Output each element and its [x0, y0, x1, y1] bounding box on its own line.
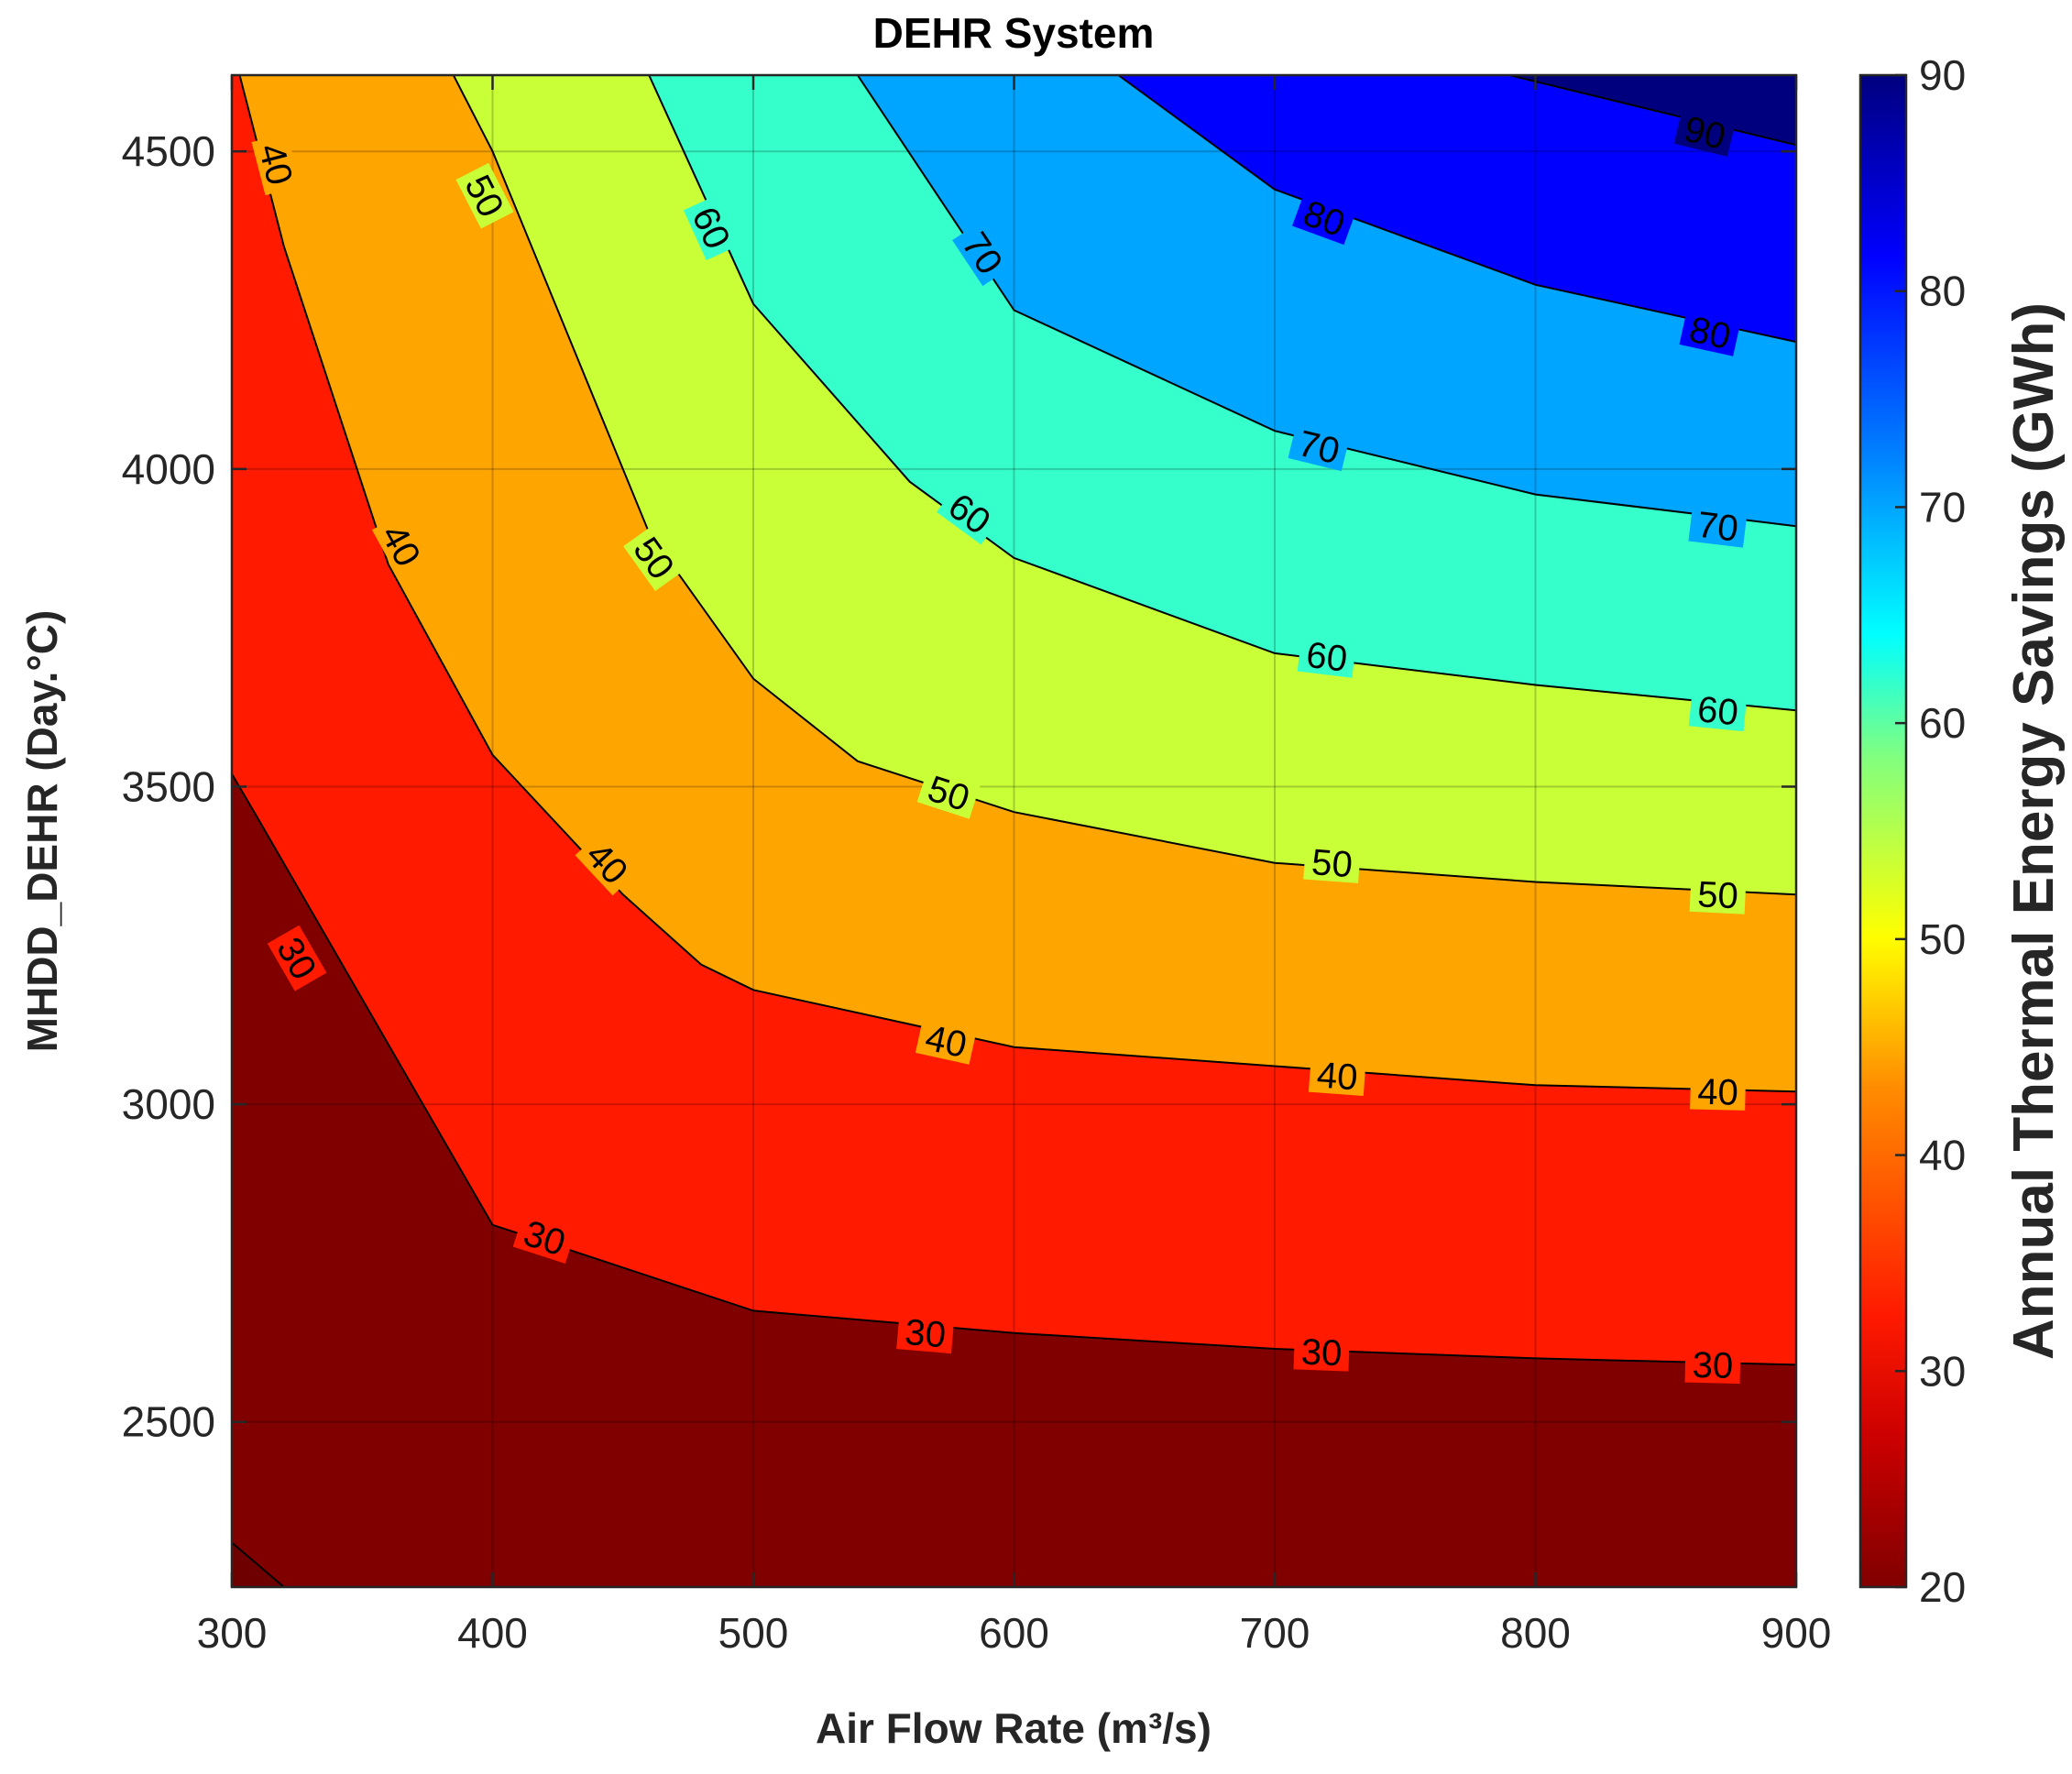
- x-tick-label: 600: [979, 1609, 1049, 1657]
- contour-label-bg: [1308, 1055, 1366, 1097]
- contour-label-text: 90: [1680, 109, 1729, 158]
- x-tick-label: 900: [1761, 1609, 1832, 1657]
- colorbar-tick-label: 20: [1919, 1563, 1966, 1611]
- contour-label-text: 30: [1300, 1332, 1343, 1374]
- contour-label-30: 30: [1684, 1345, 1741, 1386]
- colorbar-tick-label: 60: [1919, 699, 1966, 747]
- contour-label-text: 40: [1315, 1055, 1359, 1098]
- contour-label-bg: [1293, 1332, 1350, 1372]
- contour-line-60: [648, 75, 1796, 712]
- colorbar-tick-label: 50: [1919, 915, 1966, 963]
- band-fill-80: [1118, 75, 1796, 343]
- y-tick-label: 4500: [122, 127, 215, 175]
- contour-label-bg: [937, 482, 1003, 545]
- y-tick-label: 3500: [122, 762, 215, 810]
- contour-line-90: [1508, 75, 1796, 147]
- y-tick-label: 2500: [122, 1398, 215, 1446]
- colorbar: 20 30 40 50 60 70 80 90: [1858, 51, 1966, 1611]
- contour-label-text: 50: [1310, 842, 1354, 885]
- contour-label-bg: [1684, 1345, 1741, 1385]
- contour-label-bg: [1297, 634, 1357, 678]
- grid: [231, 75, 1797, 1587]
- x-tick-label: 300: [197, 1609, 268, 1657]
- contour-label-bg: [1673, 107, 1737, 157]
- contour-label-bg: [1303, 842, 1361, 883]
- contour-label-bg: [371, 512, 431, 578]
- contour-label-50: 50: [1303, 842, 1361, 885]
- contour-label-bg: [896, 1312, 955, 1354]
- contour-label-bg: [1688, 504, 1748, 548]
- contour-label-bg: [683, 194, 740, 260]
- contour-label-bg: [1689, 874, 1747, 914]
- colorbar-tick-label: 70: [1919, 483, 1966, 531]
- contour-line-50: [452, 75, 1796, 896]
- x-tick-label: 700: [1240, 1609, 1310, 1657]
- contour-label-bg: [575, 830, 640, 896]
- contour-label-bg: [915, 1016, 978, 1065]
- contour-label-bg: [267, 925, 327, 991]
- contour-line-30: [232, 773, 1796, 1366]
- contour-label-text: 30: [904, 1312, 948, 1356]
- contour-label-bg: [1690, 1072, 1747, 1111]
- colorbar-tick-label: 90: [1919, 51, 1966, 99]
- contour-label-50: 50: [1689, 874, 1747, 916]
- x-tick-label: 800: [1500, 1609, 1571, 1657]
- contour-label-text: 80: [1685, 310, 1734, 358]
- y-tick-label: 3000: [122, 1080, 215, 1128]
- contour-label-text: 30: [1692, 1345, 1734, 1386]
- contour-label-text: 40: [1697, 1072, 1739, 1113]
- contour-label-40: 40: [251, 133, 301, 196]
- contour-label-text: 60: [1304, 635, 1349, 680]
- x-tick-label: 400: [457, 1609, 528, 1657]
- contour-label-40: 40: [1690, 1072, 1747, 1113]
- colorbar-title: Annual Thermal Energy Savings (GWh): [2002, 302, 2066, 1360]
- contour-label-40: 40: [1308, 1055, 1366, 1098]
- contour-label-60: 60: [1297, 634, 1357, 680]
- contour-label-bg: [251, 133, 301, 196]
- contour-label-30: 30: [1293, 1332, 1350, 1374]
- contour-label-70: 70: [1288, 422, 1351, 472]
- y-axis: 2500 3000 3500 4000 4500: [122, 127, 1796, 1446]
- contour-label-70: 70: [1688, 504, 1748, 550]
- contour-label-bg: [916, 767, 981, 819]
- contour-fills: [232, 75, 1796, 1587]
- contour-label-bg: [1679, 308, 1741, 356]
- contour-line-corner: [232, 1541, 285, 1587]
- contour-label-bg: [952, 220, 1014, 287]
- y-tick-label: 4000: [122, 445, 215, 493]
- colorbar-tick-label: 80: [1919, 268, 1966, 315]
- colorbar-gradient: [1858, 73, 1908, 1589]
- x-axis-title: Air Flow Rate (m³/s): [816, 1704, 1211, 1752]
- contour-label-bg: [455, 162, 514, 229]
- contour-label-80: 80: [1292, 191, 1357, 246]
- contour-label-90: 90: [1673, 107, 1737, 158]
- contour-label-text: 40: [251, 139, 301, 189]
- contour-label-60: 60: [1688, 689, 1748, 733]
- contour-line-70: [856, 75, 1796, 528]
- contour-label-bg: [512, 1211, 577, 1264]
- contour-label-text: 50: [1696, 874, 1739, 916]
- x-tick-label: 500: [718, 1609, 789, 1657]
- contour-label-bg: [623, 524, 685, 591]
- x-axis: 300 400 500 600 700 800 900: [197, 75, 1832, 1657]
- contour-label-text: 60: [1695, 689, 1740, 733]
- contour-label-text: 40: [922, 1018, 970, 1067]
- chart-title: DEHR System: [873, 9, 1155, 57]
- contour-label-bg: [1288, 422, 1351, 472]
- contour-label-bg: [1292, 191, 1357, 246]
- y-axis-title: MHDD_DEHR (Day.°C): [18, 610, 66, 1053]
- colorbar-tick-label: 30: [1919, 1347, 1966, 1395]
- contour-line-80: [1117, 75, 1796, 344]
- contour-label-80: 80: [1679, 308, 1741, 358]
- colorbar-tick-label: 40: [1919, 1132, 1966, 1179]
- contour-label-text: 70: [1695, 505, 1740, 550]
- contour-label-text: 70: [1294, 423, 1343, 472]
- contour-label-bg: [1688, 689, 1748, 732]
- contour-label-30: 30: [896, 1312, 955, 1356]
- contour-label-40: 40: [915, 1016, 978, 1067]
